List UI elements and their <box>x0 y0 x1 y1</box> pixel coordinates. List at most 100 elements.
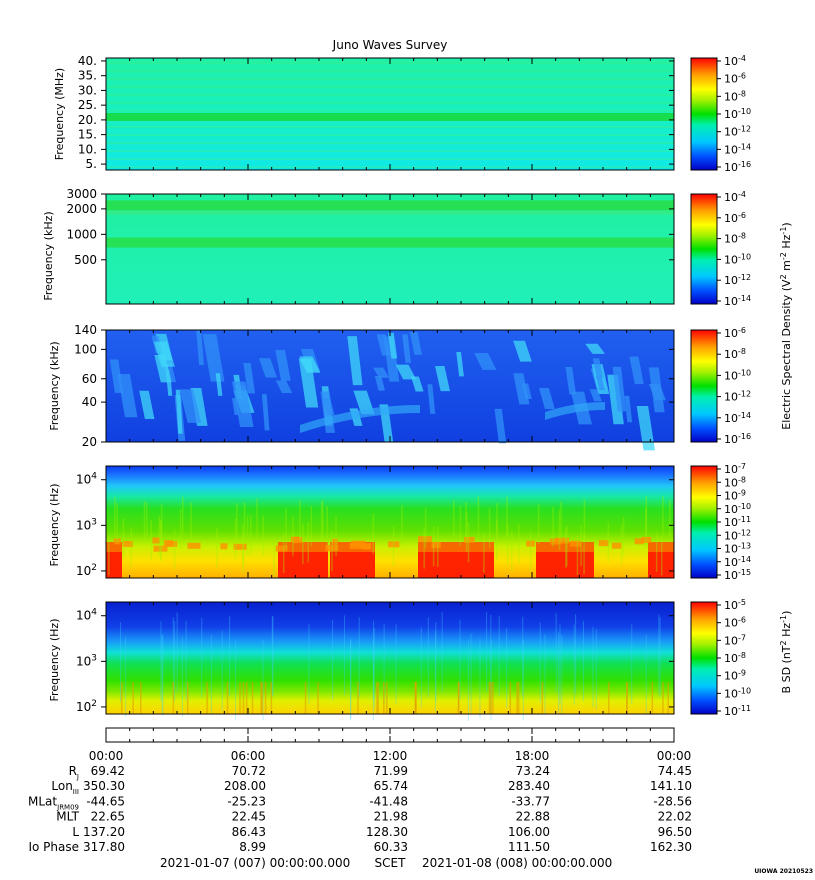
panel-1: 40.35.30.25.20.15.10.5. Frequency (MHz) <box>53 54 675 171</box>
emission-feature <box>139 390 155 420</box>
ephemeris-value: 22.45 <box>232 810 266 824</box>
vertical-streak <box>260 682 262 714</box>
emission-feature <box>565 366 577 395</box>
y-tick-label: 500 <box>74 253 97 267</box>
vertical-streak <box>607 522 610 563</box>
vertical-streak <box>335 516 337 557</box>
vertical-streak <box>373 620 375 701</box>
vertical-streak <box>372 513 375 554</box>
vertical-streak <box>206 682 208 714</box>
colorbar-tick-label: 10-6 <box>724 326 746 341</box>
vertical-streak <box>242 682 245 714</box>
vertical-streak <box>308 624 310 705</box>
vertical-streak <box>479 638 481 719</box>
intense-burst <box>153 545 168 552</box>
vertical-streak <box>282 532 285 573</box>
intense-burst <box>278 552 328 578</box>
y-tick-label: 104 <box>76 608 97 623</box>
colorbar-2 <box>690 193 718 305</box>
panel-5-yticks: 104 103 102 <box>76 602 675 714</box>
time-tick-label: 12:00 <box>373 749 408 763</box>
vertical-streak <box>432 526 435 567</box>
panel-4: 104 103 102 Frequency (Hz) <box>48 465 675 579</box>
y-tick-label: 2000 <box>66 202 97 216</box>
ephemeris-value: 162.30 <box>650 840 692 854</box>
time-tick-label: 00:00 <box>657 749 692 763</box>
background-stripe <box>106 70 674 72</box>
ephemeris-value: 128.30 <box>366 825 408 839</box>
vertical-streak <box>459 619 461 700</box>
ephemeris-value: 22.65 <box>91 810 125 824</box>
emission-feature <box>456 351 464 377</box>
colorbar-tick-label: 10-12 <box>724 528 751 543</box>
vertical-streak <box>560 501 562 542</box>
ephemeris-value: 22.88 <box>516 810 550 824</box>
intense-burst <box>113 538 121 545</box>
colorbar-tick-label: 10-7 <box>724 633 746 648</box>
background-stripe <box>106 134 674 136</box>
y-tick-label: 10. <box>78 142 97 156</box>
colorbar-tick-label: 10-9 <box>724 668 746 683</box>
vertical-streak <box>559 624 561 705</box>
panel-4-ylabel: Frequency (Hz) <box>48 484 61 567</box>
emission-feature <box>607 374 624 425</box>
vertical-streak <box>506 628 508 709</box>
vertical-streak <box>271 616 273 697</box>
vertical-streak <box>622 517 625 558</box>
vertical-streak <box>395 624 397 705</box>
time-axis-ticks: 00:00 06:00 12:00 18:00 00:00 <box>89 728 692 763</box>
start-time-label: 2021-01-07 (007) 00:00:00.000 <box>160 856 350 870</box>
ephemeris-value: -25.23 <box>227 794 266 808</box>
panel-2-spectrogram <box>106 194 674 304</box>
vertical-streak <box>139 682 142 714</box>
vertical-streak <box>517 682 520 714</box>
emission-feature <box>585 343 605 354</box>
colorbar-tick-label: 10-10 <box>724 368 751 383</box>
vertical-streak <box>492 682 494 714</box>
emission-feature <box>261 394 270 431</box>
vertical-streak <box>125 636 127 717</box>
ephemeris-row-label: MLatJRM09 <box>28 794 79 811</box>
vertical-streak <box>555 612 557 693</box>
end-time-label: 2021-01-08 (008) 00:00:00.000 <box>422 856 612 870</box>
intense-burst <box>418 536 432 543</box>
vertical-streak <box>173 529 176 570</box>
emission-feature <box>374 375 386 391</box>
colorbar-4 <box>690 465 718 579</box>
colorbar-tick-label: 10-14 <box>724 294 751 309</box>
vertical-streak <box>304 682 307 714</box>
vertical-streak <box>517 524 520 565</box>
vertical-streak <box>317 682 319 714</box>
colorbar-tick-label: 10-8 <box>724 347 746 362</box>
vertical-streak <box>467 641 469 722</box>
vertical-streak <box>511 530 513 571</box>
emission-feature <box>300 405 420 433</box>
ephemeris-value: 208.00 <box>224 779 266 793</box>
intense-burst <box>325 545 339 552</box>
vertical-streak <box>186 682 189 714</box>
intense-burst <box>330 552 375 578</box>
emission-feature <box>202 334 225 382</box>
ephemeris-value: 141.10 <box>650 779 692 793</box>
vertical-streak <box>302 524 304 565</box>
vertical-streak <box>488 507 491 548</box>
vertical-streak <box>506 523 509 564</box>
colorbar-tick-label: 10-12 <box>724 389 751 404</box>
ephemeris-value: 86.43 <box>232 825 266 839</box>
time-tick-label: 06:00 <box>231 749 266 763</box>
vertical-streak <box>264 682 267 714</box>
ephemeris-row-label: Io Phase <box>28 840 79 854</box>
vertical-streak <box>292 516 294 557</box>
emission-feature <box>347 336 363 386</box>
y-tick-label: 1000 <box>66 227 97 241</box>
y-tick-label: 140 <box>74 323 97 337</box>
vertical-streak <box>243 502 246 543</box>
vertical-streak <box>490 614 492 695</box>
vertical-streak <box>176 612 178 693</box>
intense-burst <box>641 536 652 543</box>
intense-burst <box>187 542 201 549</box>
colorbar-label-electric: Electric Spectral Density (V2 m-2 Hz-1) <box>779 222 794 429</box>
ephemeris-value: 74.45 <box>658 764 692 778</box>
vertical-streak <box>662 682 664 714</box>
